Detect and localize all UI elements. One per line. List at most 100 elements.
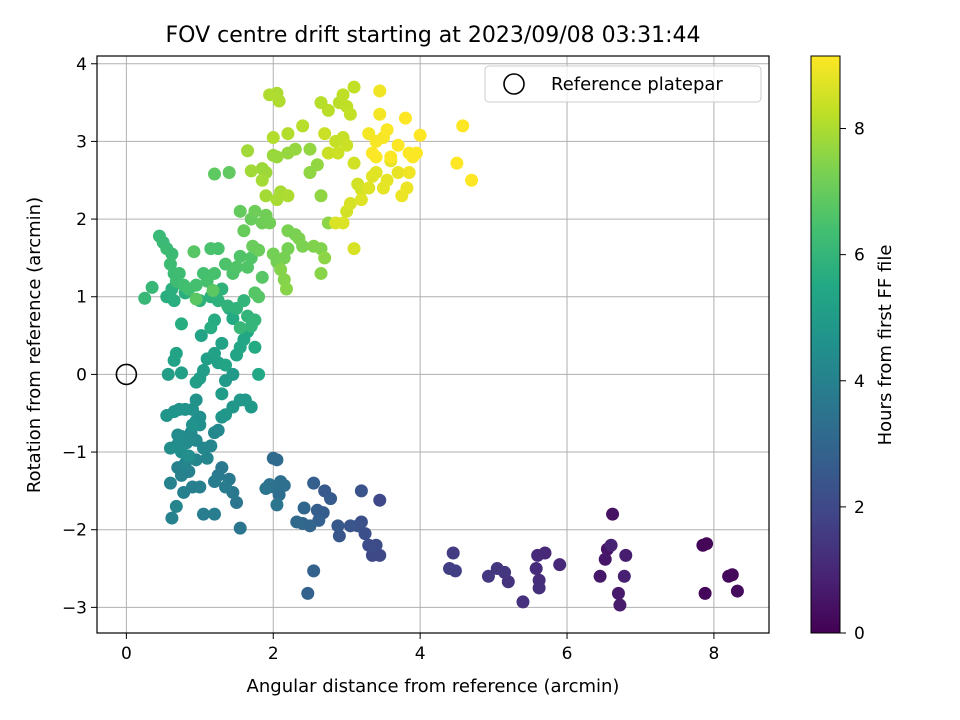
y-tick-label: −3 bbox=[62, 598, 87, 618]
data-point bbox=[165, 247, 179, 261]
data-point bbox=[329, 134, 343, 148]
data-point bbox=[296, 239, 310, 253]
y-axis-ticks: −3 −2 −1 0 1 2 3 4 bbox=[62, 55, 97, 618]
data-point bbox=[307, 476, 321, 490]
data-point bbox=[226, 311, 240, 325]
x-tick-label: 6 bbox=[562, 644, 573, 664]
data-point bbox=[200, 451, 214, 465]
data-point bbox=[448, 564, 462, 578]
data-point bbox=[252, 243, 266, 257]
data-point bbox=[252, 367, 266, 381]
data-point bbox=[450, 156, 464, 170]
data-point bbox=[189, 292, 203, 306]
x-tick-label: 2 bbox=[268, 644, 279, 664]
data-point bbox=[160, 409, 174, 423]
data-point bbox=[698, 586, 712, 600]
x-axis-label: Angular distance from reference (arcmin) bbox=[247, 676, 620, 697]
data-point bbox=[252, 290, 266, 304]
data-point bbox=[531, 548, 545, 562]
data-point bbox=[187, 245, 201, 259]
data-point bbox=[263, 216, 277, 230]
data-point bbox=[730, 584, 744, 598]
data-point bbox=[266, 148, 280, 162]
data-point bbox=[314, 266, 328, 280]
data-point bbox=[171, 428, 185, 442]
data-point bbox=[365, 146, 379, 160]
data-point bbox=[208, 507, 222, 521]
data-point bbox=[174, 366, 188, 380]
data-point bbox=[208, 475, 222, 489]
data-point bbox=[219, 480, 233, 494]
data-point bbox=[347, 242, 361, 256]
data-point bbox=[340, 138, 354, 152]
data-point bbox=[244, 400, 258, 414]
data-point bbox=[301, 586, 315, 600]
data-point bbox=[296, 119, 310, 133]
data-point bbox=[169, 346, 183, 360]
y-tick-label: 3 bbox=[76, 132, 87, 152]
data-point bbox=[233, 204, 247, 218]
data-point bbox=[177, 485, 191, 499]
data-point bbox=[700, 537, 714, 551]
data-point bbox=[321, 146, 335, 160]
colorbar-tick-label: 8 bbox=[854, 120, 865, 140]
data-point bbox=[365, 548, 379, 562]
y-tick-label: 1 bbox=[76, 288, 87, 308]
y-tick-label: −1 bbox=[62, 443, 87, 463]
data-point bbox=[281, 242, 295, 256]
data-point bbox=[498, 565, 512, 579]
data-point bbox=[606, 507, 620, 521]
data-point bbox=[211, 423, 225, 437]
data-point bbox=[211, 242, 225, 256]
data-point bbox=[255, 270, 269, 284]
data-point bbox=[204, 439, 218, 453]
data-point bbox=[593, 569, 607, 583]
data-point bbox=[244, 164, 258, 178]
data-point bbox=[611, 586, 625, 600]
data-point bbox=[189, 278, 203, 292]
data-point bbox=[553, 558, 567, 572]
data-point bbox=[391, 165, 405, 179]
data-point bbox=[233, 521, 247, 535]
data-point bbox=[409, 146, 423, 160]
data-point bbox=[446, 546, 460, 560]
data-point bbox=[310, 158, 324, 172]
data-point bbox=[248, 313, 262, 327]
data-point bbox=[163, 441, 177, 455]
data-point bbox=[241, 144, 255, 158]
data-point bbox=[332, 529, 346, 543]
data-point bbox=[169, 499, 183, 513]
data-point bbox=[281, 189, 295, 203]
y-tick-label: 2 bbox=[76, 210, 87, 230]
data-point bbox=[281, 146, 295, 160]
data-point bbox=[343, 107, 357, 121]
x-tick-label: 4 bbox=[415, 644, 426, 664]
data-point bbox=[272, 94, 286, 108]
data-point bbox=[373, 84, 387, 98]
data-point bbox=[324, 492, 338, 506]
data-point bbox=[219, 374, 233, 388]
y-axis-label: Rotation from reference (arcmin) bbox=[24, 197, 45, 493]
data-point bbox=[310, 503, 324, 517]
data-point bbox=[145, 280, 159, 294]
data-point bbox=[613, 598, 627, 612]
data-point bbox=[413, 128, 427, 142]
colorbar-tick-label: 2 bbox=[854, 498, 865, 518]
data-point bbox=[281, 127, 295, 141]
scatter-points bbox=[138, 80, 744, 612]
y-tick-label: 4 bbox=[76, 55, 87, 75]
data-point bbox=[270, 498, 284, 512]
data-point bbox=[206, 284, 220, 298]
data-point bbox=[182, 449, 196, 463]
data-point bbox=[373, 493, 387, 507]
data-point bbox=[354, 484, 368, 498]
data-point bbox=[161, 367, 175, 381]
data-point bbox=[347, 156, 361, 170]
data-point bbox=[237, 224, 251, 238]
data-point bbox=[343, 519, 357, 533]
data-point bbox=[274, 263, 288, 277]
data-point bbox=[384, 150, 398, 164]
data-point bbox=[277, 478, 291, 492]
data-point bbox=[189, 393, 203, 407]
